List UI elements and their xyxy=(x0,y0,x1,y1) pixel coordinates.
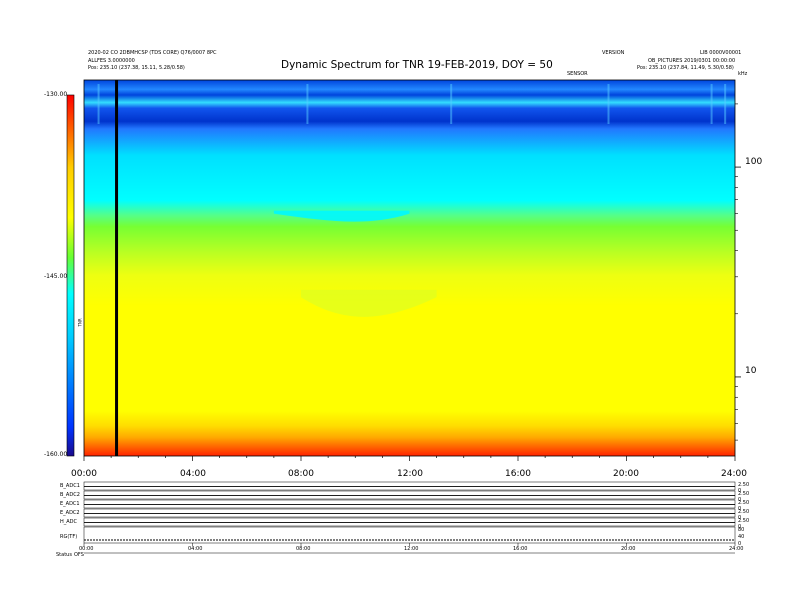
x-tick-6: 24:00 xyxy=(721,469,747,479)
header-center-top: VERSION xyxy=(602,50,625,56)
header-left-line2: ALLFES 3.0000000 xyxy=(88,58,135,64)
header-right-line1: LIB 0000V00001 xyxy=(700,50,742,56)
x-tick-2: 08:00 xyxy=(288,469,314,479)
spectrogram-streak xyxy=(607,84,610,124)
x-tick-1: 04:00 xyxy=(180,469,206,479)
panel-right-tick-5c: 0 xyxy=(738,541,742,547)
colorbar-tick-mid: -145.00 xyxy=(44,273,68,280)
panel-x-tick-0: 00:00 xyxy=(79,546,94,552)
spectrogram-image xyxy=(84,80,735,456)
colorbar xyxy=(67,95,74,456)
x-tick-3: 12:00 xyxy=(397,469,423,479)
chart-title: Dynamic Spectrum for TNR 19-FEB-2019, DO… xyxy=(281,59,553,71)
right-corner-unit: kHz xyxy=(738,71,748,77)
status-label: Status xyxy=(56,552,72,558)
panel-right-tick-2b: 0 xyxy=(738,506,742,512)
spectrogram-streak xyxy=(306,84,309,124)
colorbar-frame xyxy=(66,94,75,457)
panel-x-tick-2: 08:00 xyxy=(296,546,311,552)
header-right-line2: OB_PICTURES 2019/0301 00:00:00 xyxy=(648,58,736,64)
x-tick-5: 20:00 xyxy=(613,469,639,479)
y-tick-10: 10 xyxy=(745,366,757,376)
panel-right-tick-5a: 80 xyxy=(738,527,745,533)
housekeeping-panel xyxy=(83,526,736,544)
x-tick-4: 16:00 xyxy=(505,469,531,479)
spectrogram-dip-cyan xyxy=(273,210,410,222)
header-left-line3: Pos: 235.10 (237.38, 15.11, 5.28/0.58) xyxy=(88,65,185,71)
panel-x-tick-4: 16:00 xyxy=(513,546,528,552)
panel-right-tick-3a: 2.50 xyxy=(738,509,750,515)
header-left-line1: 2020-02 CO 2DBMHCSP (TDS CORE) Q76/0007 … xyxy=(88,50,217,56)
panel-right-tick-5b: 40 xyxy=(738,534,745,540)
panel-label-2: E_ADC1 xyxy=(60,501,80,507)
panel-x-tick-5: 20:00 xyxy=(621,546,636,552)
panel-label-5: RG(TF) xyxy=(60,534,78,540)
spectrogram-streak xyxy=(710,84,713,124)
header-right-line3: Pos: 235.10 (237.84, 11.49, 5.30/0.58) xyxy=(637,65,734,71)
header-center-sub: SENSOR xyxy=(567,71,588,77)
spectrogram-streak xyxy=(450,84,453,124)
panel-right-tick-0b: 0 xyxy=(738,488,742,494)
panel-right-tick-1b: 0 xyxy=(738,497,742,503)
panel-right-tick-3b: 0 xyxy=(738,515,742,521)
panel-x-tick-1: 04:00 xyxy=(188,546,203,552)
panel-right-tick-1a: 2.50 xyxy=(738,491,750,497)
panel-label-3: E_ADC2 xyxy=(60,510,80,516)
spectrogram-streak xyxy=(724,84,727,124)
panel-x-tick-6: 24:00 xyxy=(729,546,744,552)
spectrogram-dip-green xyxy=(301,289,437,317)
panel-label-0: B_ADC1 xyxy=(60,483,80,489)
y-tick-100: 100 xyxy=(745,157,763,167)
panel-right-tick-4b: 0 xyxy=(738,524,742,530)
x-tick-0: 00:00 xyxy=(71,469,97,479)
colorbar-tick-top: -130.00 xyxy=(44,91,68,98)
panel-x-tick-3: 12:00 xyxy=(404,546,419,552)
panel-right-tick-4a: 2.50 xyxy=(738,518,750,524)
colorbar-tick-bottom: -160.00 xyxy=(44,451,68,458)
status-value: OFS xyxy=(74,552,84,558)
panel-label-4: H_ADC xyxy=(60,519,78,525)
panel-right-tick-0a: 2.50 xyxy=(738,482,750,488)
spectrogram-streak xyxy=(97,84,100,124)
panel-right-tick-2a: 2.50 xyxy=(738,500,750,506)
panel-label-1: B_ADC2 xyxy=(60,492,80,498)
